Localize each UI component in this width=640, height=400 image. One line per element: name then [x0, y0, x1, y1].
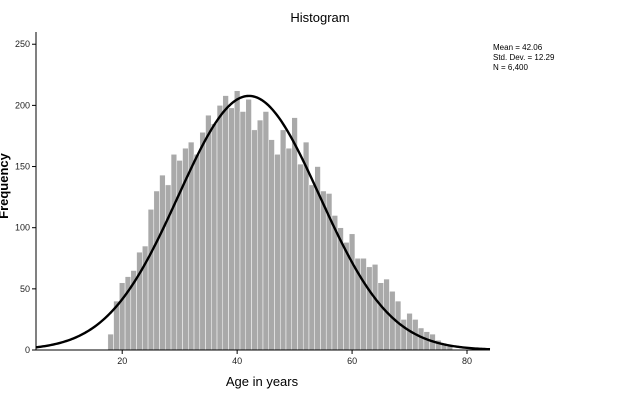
histogram-bar — [205, 114, 212, 351]
x-tick-label: 20 — [117, 356, 127, 366]
histogram-bar — [107, 333, 114, 351]
x-tick-label: 60 — [347, 356, 357, 366]
histogram-bar — [262, 111, 269, 351]
histogram-bar — [285, 147, 292, 351]
histogram-bar — [193, 154, 201, 351]
histogram-bar — [216, 105, 224, 351]
histogram-bar — [199, 132, 206, 351]
histogram-bar — [308, 184, 315, 351]
y-tick-label: 0 — [25, 345, 30, 355]
histogram-bar — [222, 95, 229, 351]
histogram-bar — [170, 154, 178, 351]
histogram-bar — [320, 190, 327, 351]
histogram-bar — [377, 282, 384, 351]
histogram-bar — [159, 174, 166, 351]
axes-group — [35, 32, 490, 351]
histogram-bar — [268, 139, 275, 351]
y-tick-label: 150 — [15, 162, 30, 172]
y-tick-label: 100 — [15, 223, 30, 233]
histogram-bar — [119, 282, 126, 351]
histogram-bar — [147, 209, 155, 351]
stats-std-dev: Std. Dev. = 12.29 — [493, 53, 555, 62]
histogram-bar — [165, 184, 172, 351]
normal-curve — [35, 94, 491, 351]
histogram-bar — [371, 264, 379, 351]
histogram-bar — [400, 319, 407, 351]
curve-group — [35, 94, 491, 351]
histogram-bar — [291, 117, 298, 351]
y-tick-label: 50 — [20, 284, 30, 294]
y-axis-label: Frequency — [0, 152, 11, 219]
stats-n: N = 6,400 — [493, 63, 528, 72]
x-tick-label: 40 — [232, 356, 242, 366]
y-tick-label: 200 — [15, 100, 30, 110]
stats-mean: Mean = 42.06 — [493, 43, 543, 52]
histogram-bar — [331, 215, 338, 351]
y-tick-label: 250 — [15, 39, 30, 49]
histogram-bar — [297, 163, 304, 351]
histogram-bar — [136, 251, 143, 351]
histogram-bar — [360, 258, 367, 351]
ticks-group: 0 50 100 150 200 250 20 40 60 80 — [15, 39, 472, 366]
histogram-bar — [234, 90, 241, 351]
histogram-bar — [274, 154, 281, 351]
histogram-bar — [343, 242, 350, 351]
histogram-bar — [228, 107, 235, 351]
histogram-bar — [239, 111, 247, 351]
histogram-bar — [153, 190, 160, 351]
histogram-bar — [257, 119, 264, 351]
chart-title: Histogram — [290, 10, 349, 25]
histogram-bar — [279, 129, 287, 351]
histogram-bar — [251, 129, 258, 351]
histogram-bar — [245, 99, 252, 351]
x-axis-label: Age in years — [226, 374, 299, 389]
x-tick-label: 80 — [462, 356, 472, 366]
histogram-bar — [366, 266, 373, 351]
histogram-bar — [348, 233, 356, 351]
stats-box: Mean = 42.06 Std. Dev. = 12.29 N = 6,400 — [493, 43, 555, 72]
bars-group — [107, 90, 453, 351]
histogram-bar — [211, 123, 218, 351]
